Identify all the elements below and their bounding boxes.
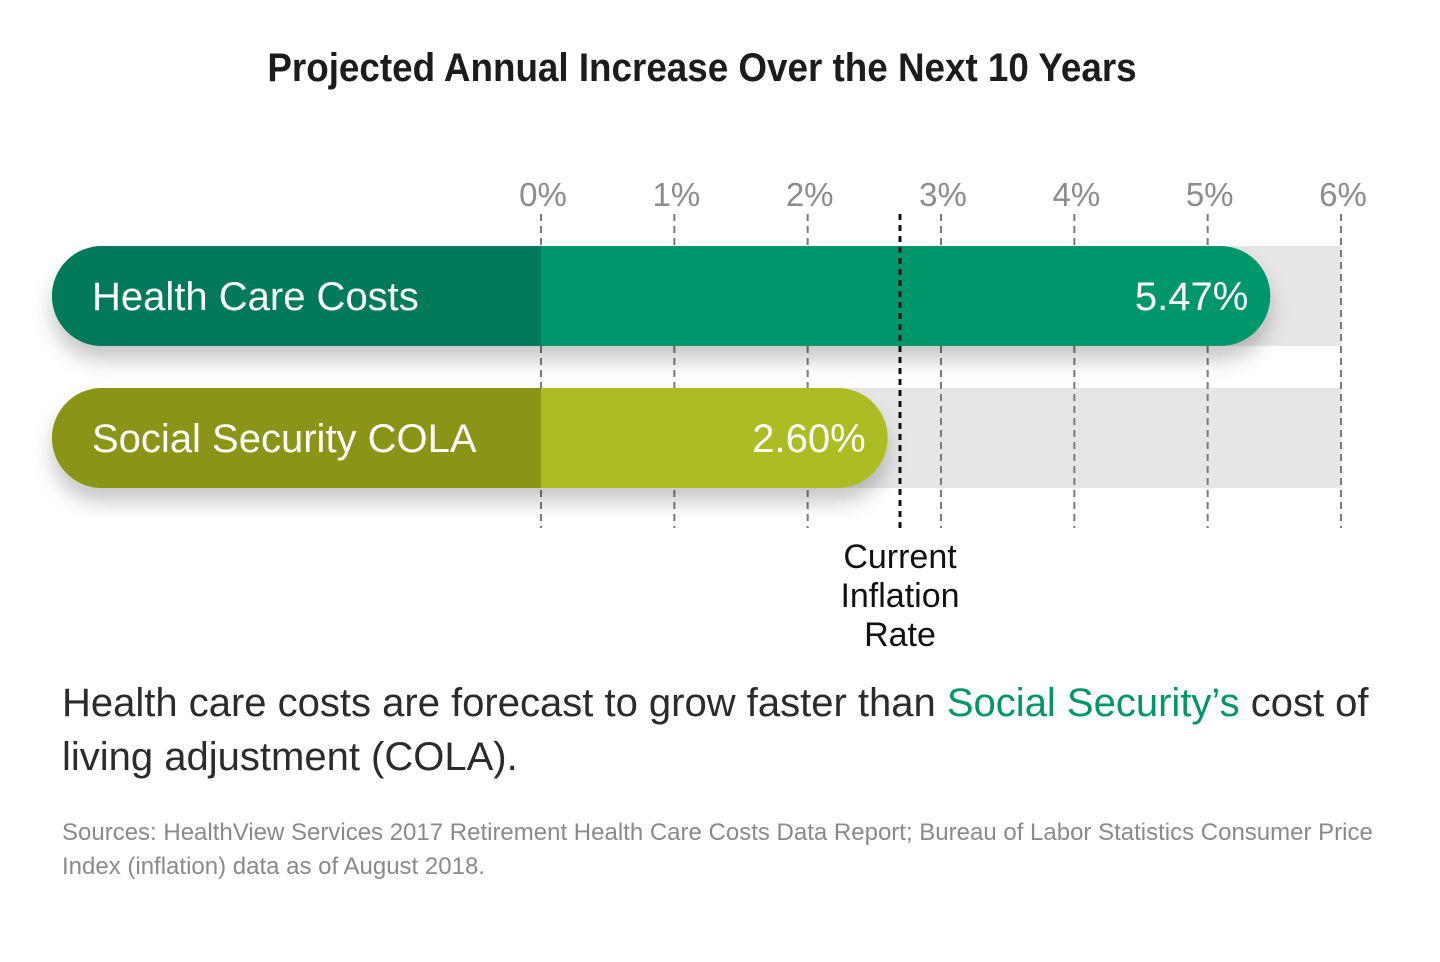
sources-note: Sources: HealthView Services 2017 Retire… bbox=[62, 819, 1373, 880]
value-label: 5.47% bbox=[1135, 275, 1248, 319]
reference-line-label: Rate bbox=[864, 616, 936, 654]
reference-line-label: Inflation bbox=[840, 577, 959, 615]
caption-text-before: Health care costs are forecast to grow f… bbox=[62, 681, 947, 725]
x-tick-label: 1% bbox=[652, 176, 700, 213]
category-label: Health Care Costs bbox=[92, 275, 419, 319]
reference-line-label: Current bbox=[843, 538, 957, 576]
bar-group bbox=[52, 388, 888, 488]
x-tick-label: 2% bbox=[786, 176, 834, 213]
x-tick-label: 6% bbox=[1319, 176, 1367, 213]
x-tick-label: 5% bbox=[1186, 176, 1234, 213]
x-tick-label: 3% bbox=[919, 176, 967, 213]
chart-title: Projected Annual Increase Over the Next … bbox=[267, 46, 1137, 90]
x-tick-label: 0% bbox=[519, 176, 567, 213]
caption: Health care costs are forecast to grow f… bbox=[62, 676, 1402, 784]
caption-text-after: cost of living adjustment (COLA). bbox=[62, 681, 1369, 779]
bar-label-segment bbox=[52, 246, 541, 346]
caption-highlight: Social Security’s bbox=[946, 681, 1240, 725]
bar-group bbox=[52, 246, 1271, 346]
value-label: 2.60% bbox=[752, 417, 865, 461]
x-tick-label: 4% bbox=[1052, 176, 1100, 213]
category-label: Social Security COLA bbox=[92, 417, 477, 461]
bar-label-segment bbox=[52, 388, 541, 488]
bar-chart: Health Care Costs 5.47% Social Security CO… bbox=[52, 176, 1367, 654]
